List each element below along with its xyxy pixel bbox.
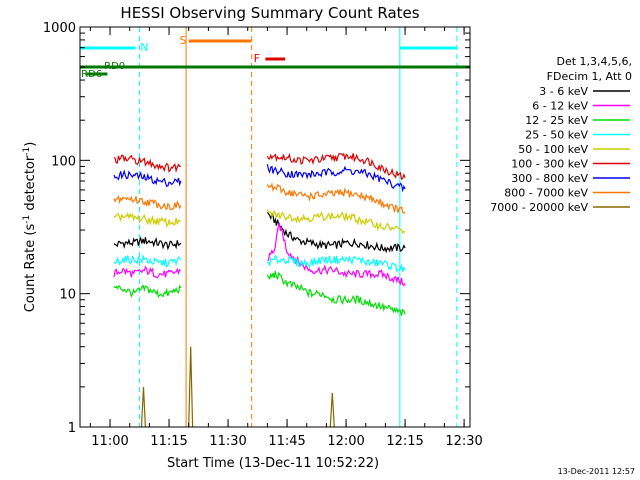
x-tick-label: 11:00: [91, 434, 128, 449]
legend-header-detectors: Det 1,3,4,5,6,: [556, 55, 632, 68]
x-tick-label: 11:45: [268, 434, 305, 449]
series-line-1-seg-0: [113, 265, 182, 279]
series-line-2-seg-1: [266, 270, 406, 316]
legend-label: 50 - 100 keV: [518, 143, 588, 156]
legend-label: 300 - 800 keV: [511, 172, 588, 185]
axes: 11:00 11:15 11:30 11:45 12:00 12:15 12:30 1 10 10…: [43, 21, 483, 449]
chart-title: HESSI Observing Summary Count Rates: [120, 4, 419, 22]
legend: Det 1,3,4,5,6, FDecim 1, Att 0 3 - 6 keV…: [490, 55, 632, 214]
series-line-4-seg-0: [113, 211, 181, 228]
series-line-8-seg-0: [140, 386, 146, 428]
legend-label: 6 - 12 keV: [532, 100, 588, 113]
series-line-0-seg-0: [113, 236, 182, 251]
series-line-8-seg-2: [329, 392, 335, 428]
x-tick-label: 12:15: [386, 434, 423, 449]
series-line-3-seg-0: [113, 253, 182, 268]
series-line-3-seg-1: [267, 254, 406, 273]
flag-label-n: N: [140, 41, 148, 54]
generated-timestamp: 13-Dec-2011 12:57: [558, 467, 635, 476]
series-line-8-seg-1: [188, 346, 194, 428]
legend-label: 25 - 50 keV: [525, 129, 588, 142]
legend-label: 3 - 6 keV: [539, 85, 588, 98]
series-line-7-seg-1: [266, 182, 406, 214]
series-line-0-seg-1: [266, 212, 406, 254]
y-axis-label: Count Rate (s-1 detector-1): [22, 142, 38, 313]
y-tick-label: 100: [51, 154, 76, 169]
y-tick-label: 10: [59, 288, 76, 303]
series-line-6-seg-0: [113, 169, 182, 188]
x-tick-label: 12:30: [445, 434, 482, 449]
y-tick-label: 1000: [43, 21, 76, 36]
x-tick-label: 11:30: [209, 434, 246, 449]
series-line-5-seg-0: [113, 154, 181, 173]
legend-header-decimation: FDecim 1, Att 0: [547, 70, 632, 83]
x-tick-label: 12:00: [327, 434, 364, 449]
series-line-1-seg-1: [267, 222, 406, 287]
series-line-7-seg-0: [113, 194, 182, 211]
flag-label-f: F: [254, 52, 260, 65]
y-tick-label: 1: [68, 421, 76, 436]
legend-label: 800 - 7000 keV: [504, 187, 588, 200]
flag-label-rd6: RD6: [81, 69, 102, 80]
legend-label: 100 - 300 keV: [511, 158, 588, 171]
series-line-6-seg-1: [266, 164, 406, 193]
series-line-2-seg-0: [113, 284, 182, 298]
x-tick-label: 11:15: [150, 434, 187, 449]
flag-label-rd0: RD0: [104, 61, 125, 72]
series-line-4-seg-1: [266, 209, 406, 235]
series-layer: [113, 152, 406, 428]
flag-label-s: S: [180, 34, 187, 47]
legend-label: 12 - 25 keV: [525, 114, 588, 127]
plot-frame: [79, 26, 471, 428]
series-line-5-seg-1: [266, 152, 406, 181]
legend-label: 7000 - 20000 keV: [490, 201, 588, 214]
x-axis-label: Start Time (13-Dec-11 10:52:22): [167, 456, 379, 471]
